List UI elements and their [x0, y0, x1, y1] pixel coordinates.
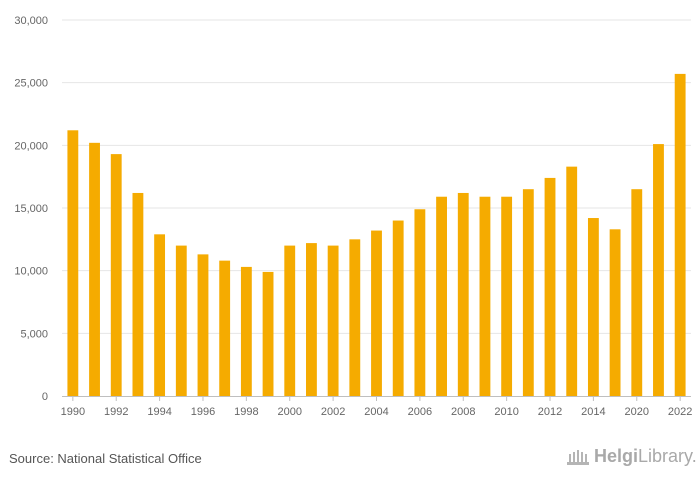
x-tick-label: 1992 [104, 406, 128, 418]
bar-2004 [371, 230, 382, 396]
bar-2007 [436, 196, 447, 396]
bar-2015 [609, 229, 621, 396]
x-tick-label: 2006 [408, 406, 432, 418]
bar-1996 [197, 254, 209, 396]
bar-1993 [132, 192, 144, 396]
x-tick-label: 1998 [234, 406, 258, 418]
bar-2009 [479, 196, 491, 396]
helgi-library-logo[interactable]: Helgi Library. [566, 446, 697, 467]
bar-1998 [240, 266, 252, 396]
bar-2021 [653, 144, 664, 396]
bar-chart: 0 5,000 10,000 15,000 20,000 25,000 30,000 1990… [14, 15, 692, 418]
bar-1992 [110, 154, 122, 396]
x-tick-label: 2002 [321, 406, 345, 418]
bar-2005 [392, 220, 404, 396]
x-tick-label: 2012 [538, 406, 562, 418]
x-tick-label: 2008 [451, 406, 475, 418]
bar-2012 [544, 177, 556, 396]
logo-wordmark: Helgi Library. [594, 446, 697, 467]
y-tick-label: 5,000 [20, 328, 48, 340]
bar-2008 [457, 192, 469, 396]
bar-1990 [67, 130, 79, 396]
bar-1995 [175, 245, 187, 396]
logo-library-text: Library. [638, 446, 697, 466]
bar-2003 [349, 239, 361, 396]
library-building-icon [567, 449, 589, 465]
y-tick-label: 10,000 [14, 266, 48, 278]
x-tick-label: 2020 [625, 406, 649, 418]
x-tick-label: 2014 [581, 406, 605, 418]
bar-2022 [674, 73, 686, 396]
x-tick-label: 2022 [668, 406, 692, 418]
bar-2002 [327, 245, 339, 396]
y-tick-label: 20,000 [14, 140, 48, 152]
bar-2010 [501, 196, 513, 396]
x-tick-label: 2010 [494, 406, 518, 418]
bar-2006 [414, 209, 426, 396]
x-tick-label: 2000 [277, 406, 301, 418]
bar-2014 [587, 218, 599, 396]
logo-helgi-text: Helgi [594, 446, 639, 466]
bar-1991 [89, 142, 100, 396]
bar-2020 [631, 189, 643, 396]
bar-1994 [154, 234, 166, 396]
x-tick-label: 2004 [364, 406, 388, 418]
y-tick-label: 25,000 [14, 78, 48, 90]
y-tick-label: 30,000 [14, 15, 48, 27]
bar-2013 [566, 166, 578, 396]
bar-2000 [284, 245, 296, 396]
x-tick-label: 1990 [61, 406, 85, 418]
x-tick-label: 1996 [191, 406, 215, 418]
bar-2001 [306, 243, 317, 396]
bar-2011 [522, 189, 534, 396]
y-tick-label: 0 [42, 391, 48, 403]
x-tick-label: 1994 [147, 406, 171, 418]
bar-1997 [219, 260, 231, 396]
bar-1999 [262, 271, 274, 396]
source-note: Source: National Statistical Office [9, 451, 202, 466]
y-tick-label: 15,000 [14, 203, 48, 215]
